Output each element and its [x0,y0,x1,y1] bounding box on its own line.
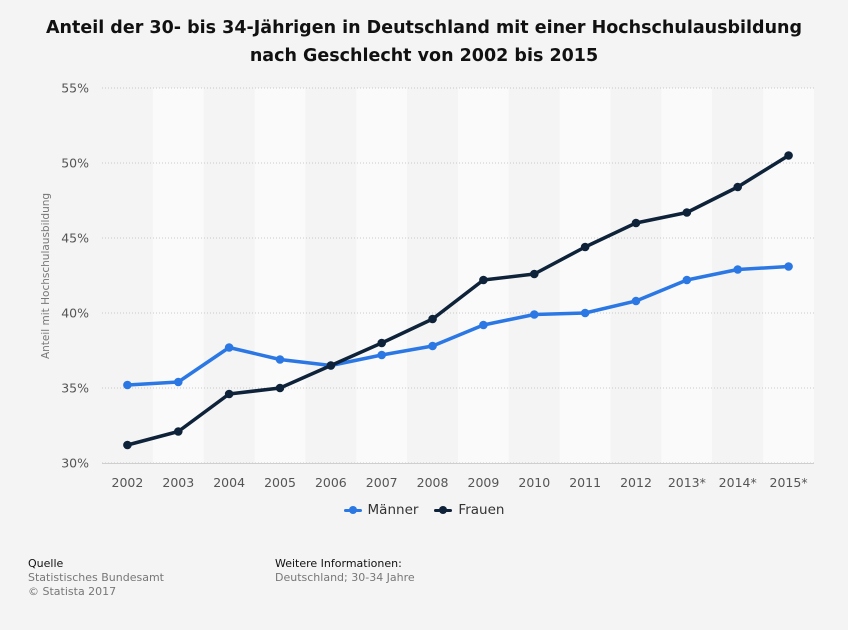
data-point [173,377,183,387]
chart-title-line-1: Anteil der 30- bis 34-Jährigen in Deutsc… [45,18,803,38]
data-point [428,314,437,324]
plot-band [712,88,764,463]
legend-item[interactable]: Männer [343,502,419,518]
data-point [733,265,743,274]
x-tick-label: 2015* [770,475,808,490]
y-axis-title: Anteil mit Hochschulausbildung [40,193,52,359]
x-tick-label: 2005 [264,475,296,490]
plot-band [559,88,611,463]
data-point [529,310,539,319]
x-tick-label: 2010 [518,475,550,490]
legend-swatch [434,505,453,515]
y-tick-label: 45% [61,231,89,246]
plot-band [610,88,662,463]
info-block: Weitere Informationen: Deutschland; 30-3… [275,557,415,585]
series-line-maenner [125,264,791,387]
data-point [275,355,285,364]
info-label: Weitere Informationen: [275,557,402,570]
legend-label: Männer [367,502,419,518]
plot-band [763,88,814,463]
data-point [784,151,793,160]
x-tick-label: 2006 [315,475,347,490]
x-tick-label: 2007 [366,475,398,490]
data-point [631,218,641,228]
data-point [428,341,437,351]
legend-swatch-dot [348,506,357,514]
plot-band [152,88,204,463]
source-block: Quelle Statistisches Bundesamt © Statist… [28,557,164,599]
y-tick-label: 50% [61,156,89,171]
y-tick-label: 55% [61,81,89,96]
data-point [733,182,743,192]
x-tick-label: 2008 [417,475,449,490]
y-tick-label: 40% [61,306,89,321]
y-tick-label: 30% [61,456,89,471]
x-tick-label: 2011 [569,475,601,490]
x-tick-label: 2012 [620,475,652,490]
data-point [631,296,641,306]
data-point [479,320,488,330]
data-point [123,380,132,390]
x-tick-label: 2014* [719,475,757,490]
plot-band [356,88,408,463]
data-point [173,427,183,436]
x-tick-label: 2013* [668,475,706,490]
data-point [275,383,285,393]
legend-swatch-dot [439,506,448,514]
plot-band [102,88,153,463]
source-label: Quelle [28,557,64,570]
plot-band [203,88,255,463]
data-point [682,275,692,285]
data-point [529,269,539,279]
data-point [479,275,488,285]
chart-legend: Männer Frauen [0,502,848,518]
x-tick-label: 2009 [468,475,500,490]
data-point [682,208,692,217]
data-point [784,262,793,271]
y-tick-label: 35% [61,381,89,396]
plot-band [407,88,458,463]
series-line-frauen [125,153,791,447]
data-point [123,440,132,450]
legend-item[interactable]: Frauen [434,502,504,518]
plot-band [254,88,306,463]
x-tick-label: 2003 [162,475,194,490]
data-point [224,389,234,399]
chart-title: Anteil der 30- bis 34-Jährigen in Deutsc… [0,14,848,70]
data-point [224,343,234,352]
chart-title-line-2: nach Geschlecht von 2002 bis 2015 [249,46,599,66]
x-tick-label: 2004 [213,475,245,490]
copyright: © Statista 2017 [28,585,117,598]
data-point [377,338,387,348]
plot-band [458,88,509,463]
data-point [580,242,590,252]
data-point [326,361,336,370]
plot-band [305,88,357,463]
x-tick-label: 2002 [112,475,144,490]
data-point [377,350,387,360]
info-text: Deutschland; 30-34 Jahre [275,571,415,584]
source-name: Statistisches Bundesamt [28,571,164,584]
legend-label: Frauen [458,502,505,518]
legend-swatch [343,505,362,515]
data-point [580,308,590,318]
